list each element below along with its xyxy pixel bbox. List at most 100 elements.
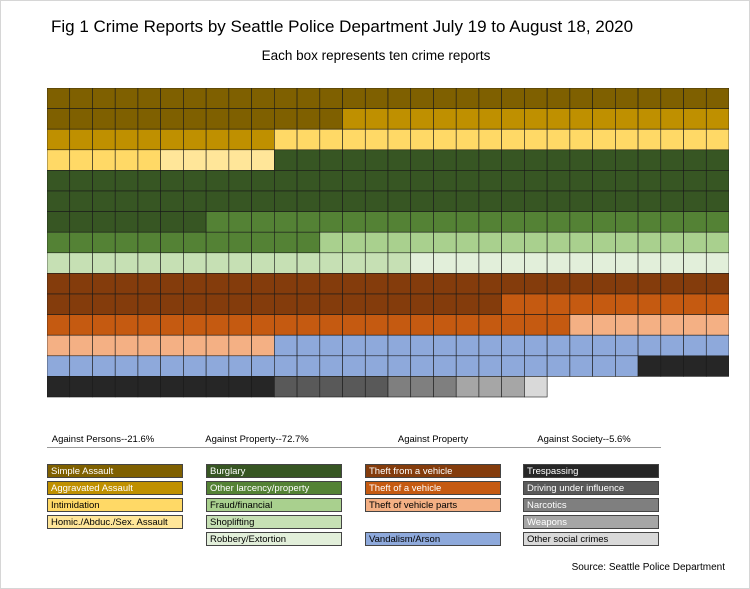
waffle-box-theft-of-a-vehicle [92, 314, 116, 336]
waffle-box-other-larcency-property [228, 231, 252, 254]
waffle-box-simple-assault [205, 108, 230, 130]
waffle-box-simple-assault [114, 88, 139, 109]
waffle-box-burglary [683, 190, 707, 212]
waffle-box-burglary [114, 190, 139, 212]
waffle-box-vandalism-arson [205, 355, 230, 377]
waffle-box-simple-assault [455, 88, 480, 109]
waffle-box-homic-abduc-sex-assault [160, 149, 184, 171]
waffle-box-vandalism-arson [137, 355, 161, 377]
waffle-box-burglary [410, 170, 434, 192]
waffle-box-driving-under-influence [296, 376, 321, 398]
waffle-box-intimidation [524, 128, 548, 151]
waffle-box-theft-of-vehicle-parts [205, 334, 230, 357]
waffle-box-theft-of-vehicle-parts [592, 314, 616, 336]
waffle-box-burglary [524, 149, 548, 171]
waffle-box-vandalism-arson [660, 334, 684, 357]
waffle-box-robbery-extortion [637, 252, 662, 274]
waffle-box-other-larcency-property [296, 211, 321, 233]
waffle-box-simple-assault [319, 108, 343, 130]
waffle-box-trespassing [137, 376, 161, 398]
waffle-box-theft-of-a-vehicle [274, 314, 298, 336]
waffle-box-narcotics [387, 376, 412, 398]
waffle-box-fraud-financial [501, 231, 525, 254]
waffle-box-fraud-financial [319, 231, 343, 254]
waffle-box-theft-from-a-vehicle [319, 293, 343, 315]
waffle-box-theft-from-a-vehicle [296, 293, 321, 315]
waffle-box-intimidation [47, 149, 71, 171]
waffle-box-theft-of-vehicle-parts [137, 334, 161, 357]
waffle-box-simple-assault [137, 88, 161, 109]
waffle-box-shoplifting [387, 252, 412, 274]
waffle-box-other-larcency-property [637, 211, 662, 233]
waffle-box-vandalism-arson [364, 334, 389, 357]
waffle-box-fraud-financial [705, 231, 729, 254]
waffle-box-burglary [546, 170, 571, 192]
waffle-box-fraud-financial [433, 231, 457, 254]
waffle-box-intimidation [501, 128, 525, 151]
waffle-box-other-larcency-property [205, 231, 230, 254]
waffle-box-other-larcency-property [92, 231, 116, 254]
waffle-box-trespassing [47, 376, 71, 398]
waffle-box-shoplifting [205, 252, 230, 274]
waffle-box-intimidation [660, 128, 684, 151]
waffle-box-theft-from-a-vehicle [114, 273, 139, 295]
legend-item-intimidation: Intimidation [47, 498, 183, 512]
waffle-box-homic-abduc-sex-assault [251, 149, 275, 171]
waffle-box-simple-assault [296, 88, 321, 109]
waffle-box-theft-from-a-vehicle [478, 273, 502, 295]
waffle-box-burglary [569, 190, 593, 212]
waffle-box-burglary [160, 190, 184, 212]
waffle-box-burglary [524, 170, 548, 192]
waffle-box-burglary [455, 190, 480, 212]
waffle-box-theft-of-a-vehicle [705, 293, 729, 315]
waffle-box-aggravated-assault [410, 108, 434, 130]
waffle-box-other-larcency-property [296, 231, 321, 254]
waffle-box-theft-of-vehicle-parts [660, 314, 684, 336]
waffle-box-fraud-financial [342, 231, 366, 254]
waffle-box-theft-from-a-vehicle [92, 273, 116, 295]
waffle-box-trespassing [660, 355, 684, 377]
waffle-box-other-larcency-property [501, 211, 525, 233]
waffle-box-intimidation [364, 128, 389, 151]
waffle-box-theft-from-a-vehicle [342, 293, 366, 315]
waffle-box-burglary [251, 170, 275, 192]
waffle-box-theft-from-a-vehicle [433, 273, 457, 295]
waffle-box-burglary [410, 190, 434, 212]
waffle-box-robbery-extortion [683, 252, 707, 274]
waffle-box-theft-of-a-vehicle [546, 314, 571, 336]
waffle-box-burglary [319, 149, 343, 171]
waffle-box-theft-from-a-vehicle [592, 273, 616, 295]
waffle-box-burglary [274, 190, 298, 212]
waffle-box-fraud-financial [387, 231, 412, 254]
waffle-box-burglary [274, 170, 298, 192]
waffle-box-burglary [205, 190, 230, 212]
waffle-box-shoplifting [319, 252, 343, 274]
waffle-box-simple-assault [592, 88, 616, 109]
waffle-box-theft-of-vehicle-parts [228, 334, 252, 357]
waffle-box-aggravated-assault [137, 128, 161, 151]
waffle-box-aggravated-assault [387, 108, 412, 130]
waffle-box-vandalism-arson [501, 355, 525, 377]
legend-item-weapons: Weapons [523, 515, 659, 529]
waffle-box-simple-assault [160, 108, 184, 130]
waffle-box-other-larcency-property [478, 211, 502, 233]
waffle-box-vandalism-arson [501, 334, 525, 357]
group-divider [47, 447, 661, 448]
waffle-box-fraud-financial [478, 231, 502, 254]
waffle-box-simple-assault [524, 88, 548, 109]
waffle-box-theft-from-a-vehicle [705, 273, 729, 295]
waffle-box-theft-of-a-vehicle [592, 293, 616, 315]
waffle-box-theft-of-vehicle-parts [705, 314, 729, 336]
waffle-box-theft-from-a-vehicle [683, 273, 707, 295]
waffle-box-other-social-crimes [524, 376, 548, 398]
waffle-box-theft-from-a-vehicle [228, 273, 252, 295]
waffle-box-burglary [660, 190, 684, 212]
waffle-box-simple-assault [478, 88, 502, 109]
waffle-box-fraud-financial [524, 231, 548, 254]
waffle-box-simple-assault [569, 88, 593, 109]
waffle-box-burglary [137, 170, 161, 192]
waffle-box-vandalism-arson [47, 355, 71, 377]
waffle-box-vandalism-arson [183, 355, 207, 377]
waffle-box-vandalism-arson [569, 334, 593, 357]
waffle-box-burglary [387, 149, 412, 171]
